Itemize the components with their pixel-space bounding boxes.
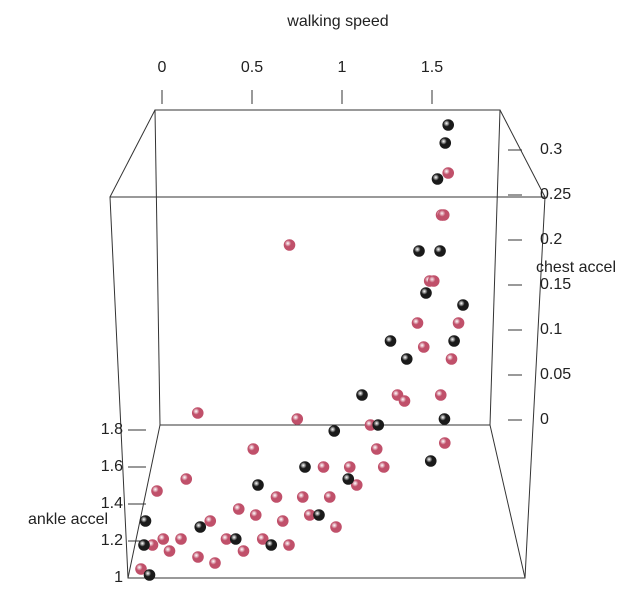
y-tick-label: 1.2: [101, 532, 123, 549]
point: [249, 509, 262, 521]
point: [448, 335, 460, 347]
point: [439, 137, 452, 149]
point: [232, 503, 245, 515]
point: [139, 515, 152, 527]
point: [400, 353, 413, 365]
y-tick-label: 1.6: [101, 458, 123, 475]
point: [431, 173, 444, 185]
point: [377, 461, 390, 473]
point: [143, 569, 156, 581]
point: [299, 461, 311, 473]
point: [417, 341, 430, 353]
box-back: [154, 109, 501, 426]
point: [296, 491, 309, 503]
point: [291, 413, 304, 425]
point: [283, 539, 295, 551]
point: [252, 479, 264, 491]
point: [283, 239, 296, 251]
point: [372, 419, 385, 431]
point: [157, 533, 170, 545]
point: [229, 533, 242, 545]
point: [330, 521, 342, 533]
z-tick-label: 0.25: [540, 186, 571, 203]
x-tick-label: 0: [158, 59, 167, 76]
x-axis-label: walking speed: [286, 13, 388, 30]
x-tick-label: 0.5: [241, 59, 263, 76]
point: [437, 209, 450, 221]
point: [411, 317, 424, 329]
point: [138, 539, 150, 551]
x-tick-label: 1: [338, 59, 347, 76]
point: [247, 443, 260, 455]
y-axis-label: ankle accel: [28, 511, 108, 528]
point: [135, 563, 147, 575]
point: [192, 551, 204, 563]
point: [438, 413, 451, 425]
point: [256, 533, 269, 545]
y-tick-label: 1.4: [101, 495, 123, 512]
z-tick-label: 0: [540, 411, 549, 428]
point: [424, 455, 437, 467]
z-axis-label: chest accel: [536, 259, 616, 276]
z-tick-label: 0.3: [540, 141, 562, 158]
point: [445, 353, 458, 365]
point: [317, 461, 330, 473]
point: [163, 545, 176, 557]
point: [323, 491, 336, 503]
box-edges: [109, 109, 546, 579]
point: [270, 491, 283, 503]
point: [276, 515, 289, 527]
point: [434, 245, 446, 257]
z-tick-label: 0.1: [540, 321, 562, 338]
point: [191, 407, 204, 419]
point: [413, 245, 425, 257]
point: [343, 461, 356, 473]
point: [398, 395, 411, 407]
y-tick-label: 1.8: [101, 421, 123, 438]
point: [328, 425, 341, 437]
point: [457, 299, 469, 311]
x-tick-label: 1.5: [421, 59, 443, 76]
point: [384, 335, 397, 347]
box-front: [109, 196, 546, 579]
point: [175, 533, 187, 545]
point: [356, 389, 368, 401]
point: [237, 545, 250, 557]
point: [427, 275, 440, 287]
point: [194, 521, 207, 533]
z-tick-label: 0.15: [540, 276, 571, 293]
point: [452, 317, 465, 329]
point: [342, 473, 355, 485]
point: [350, 479, 363, 491]
point: [180, 473, 193, 485]
z-tick-label: 0.05: [540, 366, 571, 383]
point: [151, 485, 163, 497]
point: [204, 515, 217, 527]
point: [313, 509, 325, 521]
z-tick-label: 0.2: [540, 231, 562, 248]
point: [434, 389, 447, 401]
point: [442, 119, 455, 131]
box: [109, 109, 546, 579]
point: [209, 557, 221, 569]
point: [265, 539, 278, 551]
point: [442, 167, 455, 179]
y-tick-label: 1: [114, 569, 123, 586]
point: [370, 443, 383, 455]
point: [420, 287, 432, 299]
point: [438, 437, 451, 449]
